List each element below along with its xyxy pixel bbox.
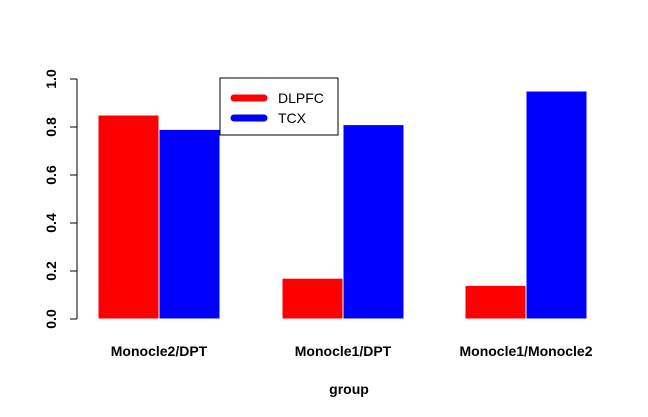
legend-box [219, 77, 339, 136]
legend-label-dlpfc: DLPFC [278, 90, 324, 106]
legend: DLPFC TCX [219, 77, 339, 136]
y-tick-label: 0.2 [43, 261, 59, 281]
x-category-label: Monocle1/Monocle2 [459, 343, 592, 359]
x-axis-labels: Monocle2/DPT Monocle1/DPT Monocle1/Monocle… [111, 343, 593, 359]
bar-dlpfc-1 [281, 277, 344, 320]
x-category-label: Monocle1/DPT [295, 343, 392, 359]
y-axis: 0.0 0.2 0.4 0.6 0.8 1.0 [43, 69, 78, 329]
bar-tcx-2 [525, 90, 588, 320]
y-tick-label: 0.0 [43, 309, 59, 329]
bars [97, 90, 588, 320]
y-tick-label: 1.0 [43, 69, 59, 89]
x-axis-title: group [329, 381, 369, 397]
x-category-label: Monocle2/DPT [111, 343, 208, 359]
y-tick-label: 0.8 [43, 117, 59, 137]
legend-label-tcx: TCX [278, 110, 307, 126]
y-tick-label: 0.6 [43, 165, 59, 185]
y-tick-label: 0.4 [43, 213, 59, 233]
bar-dlpfc-2 [464, 284, 527, 320]
bar-tcx-0 [158, 128, 221, 320]
bar-dlpfc-0 [97, 114, 160, 320]
bar-tcx-1 [342, 124, 405, 320]
